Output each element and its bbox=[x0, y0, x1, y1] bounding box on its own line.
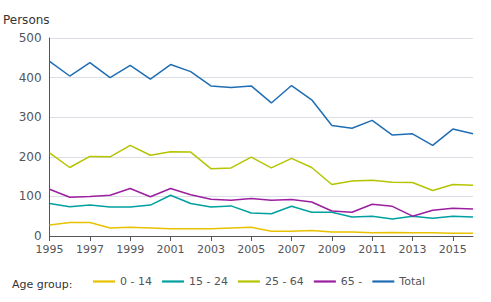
svg-text:1995: 1995 bbox=[36, 243, 64, 256]
svg-text:2007: 2007 bbox=[278, 243, 306, 256]
svg-text:65 -: 65 - bbox=[341, 275, 362, 288]
svg-text:200: 200 bbox=[19, 150, 42, 164]
svg-text:0: 0 bbox=[34, 229, 42, 243]
svg-text:2013: 2013 bbox=[399, 243, 427, 256]
svg-text:Persons: Persons bbox=[3, 13, 50, 27]
svg-text:1999: 1999 bbox=[116, 243, 144, 256]
svg-text:25 - 64: 25 - 64 bbox=[265, 275, 304, 288]
svg-text:2005: 2005 bbox=[237, 243, 265, 256]
svg-text:100: 100 bbox=[19, 189, 42, 203]
svg-text:2001: 2001 bbox=[157, 243, 185, 256]
svg-text:Total: Total bbox=[398, 275, 425, 288]
svg-text:0 - 14: 0 - 14 bbox=[120, 275, 152, 288]
svg-text:1997: 1997 bbox=[76, 243, 104, 256]
svg-text:500: 500 bbox=[19, 31, 42, 45]
svg-text:2009: 2009 bbox=[318, 243, 346, 256]
svg-text:2003: 2003 bbox=[197, 243, 225, 256]
svg-text:Age group:: Age group: bbox=[12, 278, 72, 291]
svg-text:15 - 24: 15 - 24 bbox=[189, 275, 228, 288]
svg-text:2011: 2011 bbox=[358, 243, 386, 256]
svg-text:2015: 2015 bbox=[439, 243, 467, 256]
svg-text:300: 300 bbox=[19, 110, 42, 124]
svg-text:400: 400 bbox=[19, 71, 42, 85]
